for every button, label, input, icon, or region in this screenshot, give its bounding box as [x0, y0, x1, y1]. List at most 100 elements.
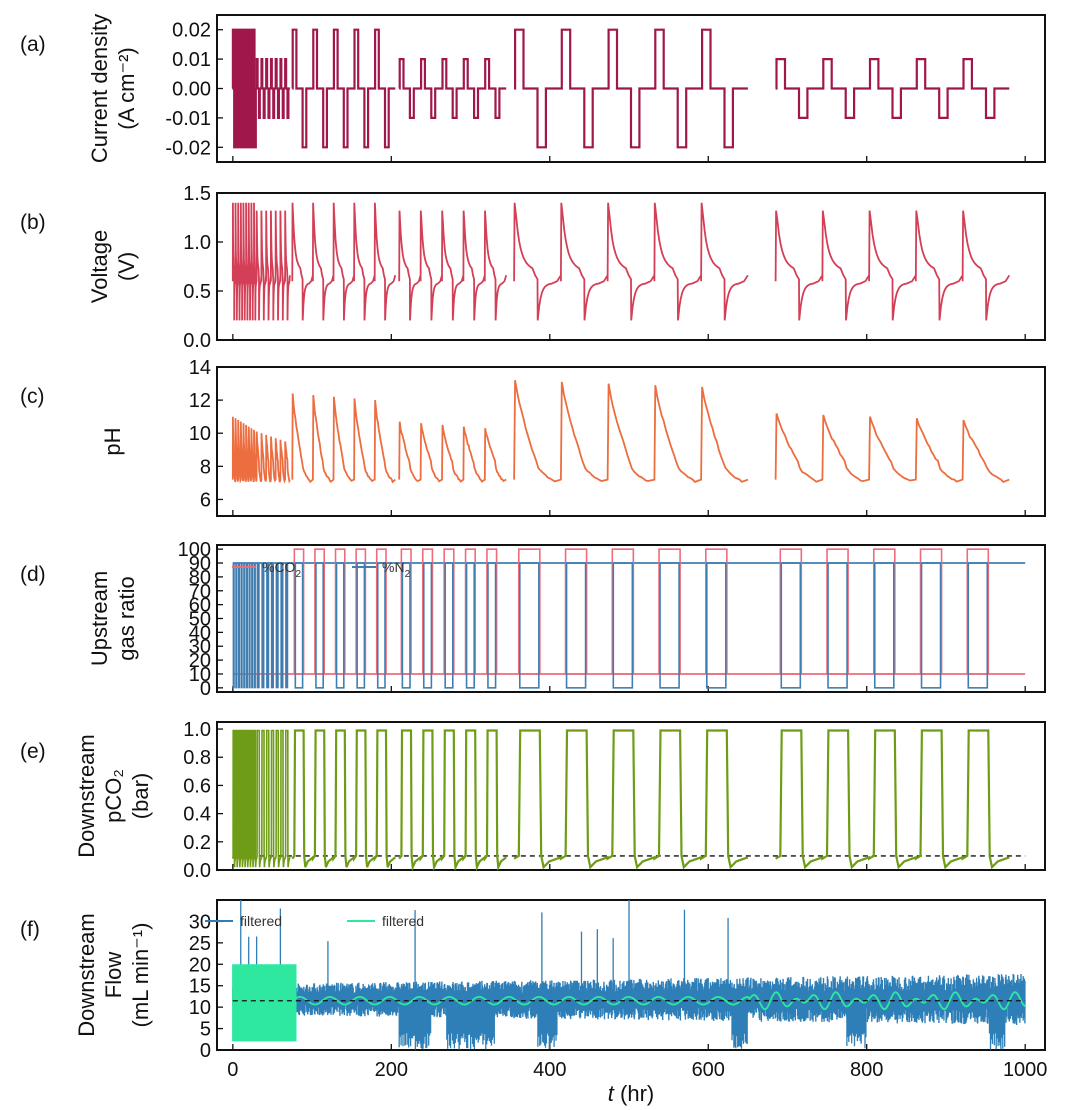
voltage-series [513, 202, 749, 321]
legend-raw-label: filtered [240, 913, 282, 929]
y-tick-label: 0.8 [183, 747, 211, 769]
panel-b: 1.5 1.0 0.5 0.0 (b) Voltage (V) [20, 183, 1046, 352]
x-tick-label: 800 [850, 1059, 883, 1081]
pco2-series [513, 729, 749, 870]
current-density-series [255, 58, 290, 119]
y-axis-label: Upstream gas ratio [87, 571, 139, 666]
n2-pulse [967, 562, 989, 689]
panel-label: (e) [20, 740, 46, 763]
co2-pulse [779, 548, 803, 675]
x-axis: 0 200 400 600 800 1000 t (hr) [227, 1059, 1047, 1106]
y-axis-label-line: Current density [87, 14, 112, 163]
co2-pulse [872, 548, 896, 675]
co2-pulse [293, 548, 305, 675]
gas-fill [235, 562, 238, 689]
panel-label: (b) [20, 211, 46, 234]
co2-pulse [611, 548, 635, 675]
panel-label: (d) [20, 563, 46, 586]
ph-series [291, 393, 396, 484]
plot-frame [216, 366, 1046, 517]
y-tick-label: 10 [189, 423, 211, 445]
voltage-series [398, 210, 508, 321]
y-tick-label: 40 [189, 622, 211, 644]
gas-fill [256, 562, 260, 689]
gas-fill [261, 562, 265, 689]
x-tick-label: 1000 [1003, 1059, 1048, 1081]
n2-pulse [376, 562, 386, 689]
n2-pulse [444, 562, 454, 689]
n2-pulse [705, 562, 727, 689]
pco2-series [291, 729, 396, 868]
y-tick-label: -0.02 [165, 137, 211, 159]
n2-pulse [422, 562, 433, 689]
flow-spikes [240, 900, 1006, 1050]
y-tick-label: 0 [200, 1040, 211, 1062]
gas-fill [280, 562, 284, 689]
n2-pulse [356, 562, 366, 689]
gas-fill [285, 562, 289, 689]
x-axis-label-unit: (hr) [614, 1081, 654, 1106]
ph-series [255, 431, 291, 484]
legend: %CO2 %N2 [232, 559, 411, 580]
co2-pulse [658, 548, 681, 675]
y-axis-label: Current density (A cm⁻²) [87, 14, 139, 163]
current-density-series [514, 28, 748, 149]
n2-pulse [873, 562, 895, 689]
y-tick-label: 1.0 [183, 232, 211, 254]
plot-frame [216, 721, 1046, 871]
co2-pulse [375, 548, 387, 675]
y-axis-label-line: pCO₂ [101, 769, 126, 823]
y-tick-label: 15 [189, 976, 211, 998]
y-axis-label-line: (V) [114, 252, 139, 281]
n2-pulse [780, 562, 802, 689]
n2-pulse [315, 562, 325, 689]
y-axis-label-line: (mL min⁻¹) [128, 923, 153, 1028]
y-axis-label: Downstream Flow (mL min⁻¹) [74, 913, 153, 1036]
panel-label: (f) [20, 918, 40, 941]
co2-pulse [334, 548, 346, 675]
ph-series [231, 416, 258, 484]
y-tick-label: 14 [189, 357, 211, 379]
co2-pulse [355, 548, 367, 675]
y-tick-label: 0.6 [183, 775, 211, 797]
y-tick-label: 0.00 [172, 79, 211, 101]
n2-pulse [294, 562, 304, 689]
x-tick-label: 0 [227, 1059, 238, 1081]
voltage-series [255, 210, 291, 321]
y-tick-label: 0.0 [183, 330, 211, 352]
x-axis-label-symbol: t [608, 1081, 615, 1106]
y-tick-label: 5 [200, 1019, 211, 1041]
gas-fill [245, 562, 249, 689]
plot-frame [216, 899, 1046, 1051]
n2-pulse [335, 562, 345, 689]
co2-pulse [443, 548, 455, 675]
x-tick-label: 200 [375, 1059, 408, 1081]
legend-co2-name: %CO [262, 559, 296, 575]
gas-fill [248, 562, 251, 689]
co2-pulse [421, 548, 434, 675]
legend-n2-label: %N2 [382, 559, 411, 580]
y-tick-label: 80 [189, 567, 211, 589]
y-tick-label: 100 [178, 539, 211, 561]
gas-fill [237, 562, 241, 689]
co2-pulse [826, 548, 849, 675]
y-axis-label-line: gas ratio [114, 576, 139, 660]
current-density-series [231, 28, 257, 149]
plot-frame [216, 192, 1046, 341]
y-axis-label-line: (bar) [128, 773, 153, 819]
y-tick-label: 8 [200, 456, 211, 478]
y-tick-label: 6 [200, 489, 211, 511]
n2-pulse [612, 562, 634, 689]
y-axis-label-line: Downstream [74, 913, 99, 1036]
y-tick-label: 50 [189, 609, 211, 631]
y-axis-label-line: Flow [101, 952, 126, 999]
n2-pulse [519, 562, 540, 689]
y-tick-label: 1.5 [183, 183, 211, 205]
n2-pulse [659, 562, 680, 689]
current-density-series [291, 28, 396, 149]
voltage-series [774, 210, 1011, 321]
y-tick-label: 25 [189, 933, 211, 955]
co2-pulse [464, 548, 476, 675]
